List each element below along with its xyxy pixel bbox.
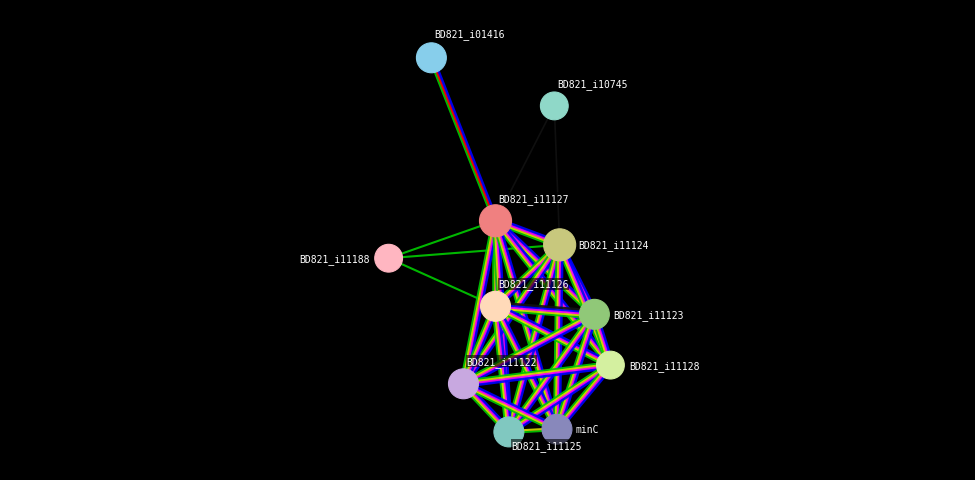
Text: BD821_i11125: BD821_i11125 bbox=[512, 440, 582, 451]
Text: minC: minC bbox=[575, 424, 600, 434]
Circle shape bbox=[542, 414, 572, 444]
Text: BD821_i11127: BD821_i11127 bbox=[498, 193, 568, 204]
Circle shape bbox=[579, 300, 609, 330]
Text: BD821_i11122: BD821_i11122 bbox=[466, 356, 536, 367]
Circle shape bbox=[480, 205, 512, 237]
Text: BD821_i10745: BD821_i10745 bbox=[557, 79, 628, 90]
Text: BD821_i11188: BD821_i11188 bbox=[299, 253, 370, 264]
Text: BD821_i11128: BD821_i11128 bbox=[629, 360, 700, 371]
Circle shape bbox=[448, 369, 479, 399]
Circle shape bbox=[494, 417, 524, 447]
Text: BD821_i01416: BD821_i01416 bbox=[434, 29, 504, 40]
Text: BD821_i11126: BD821_i11126 bbox=[498, 279, 568, 289]
Text: BD821_i11123: BD821_i11123 bbox=[613, 309, 683, 320]
Circle shape bbox=[374, 245, 403, 273]
Circle shape bbox=[481, 292, 511, 322]
Circle shape bbox=[540, 93, 568, 120]
Circle shape bbox=[416, 44, 447, 73]
Circle shape bbox=[597, 351, 624, 379]
Text: BD821_i11124: BD821_i11124 bbox=[578, 240, 648, 251]
Circle shape bbox=[544, 229, 575, 261]
